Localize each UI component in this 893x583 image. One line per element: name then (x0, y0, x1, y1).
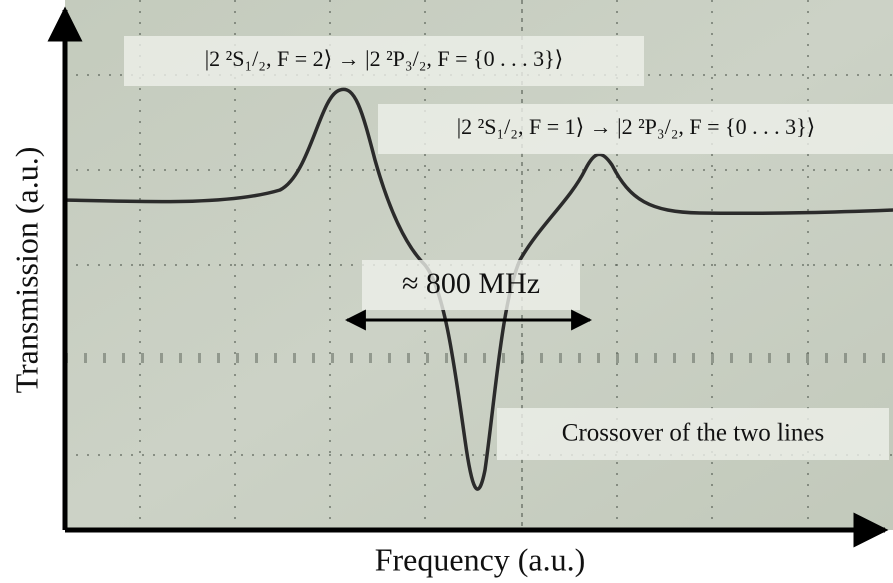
annotation-box (497, 408, 889, 460)
spacing-label: ≈ 800 MHz (402, 267, 540, 300)
annotation-box (124, 36, 644, 86)
transition-label: |2 ²S₁/₂, F = 2⟩ → |2 ²P₃/₂, F = {0 . . … (205, 46, 563, 71)
x-axis-label: Frequency (a.u.) (375, 541, 586, 577)
annotation-box (362, 260, 580, 310)
transition-label: |2 ²S₁/₂, F = 1⟩ → |2 ²P₃/₂, F = {0 . . … (457, 114, 815, 139)
annotation-box (378, 104, 893, 154)
y-axis-label: Transmission (a.u.) (8, 147, 44, 394)
trace (64, 87, 893, 491)
crossover-label: Crossover of the two lines (562, 420, 824, 447)
